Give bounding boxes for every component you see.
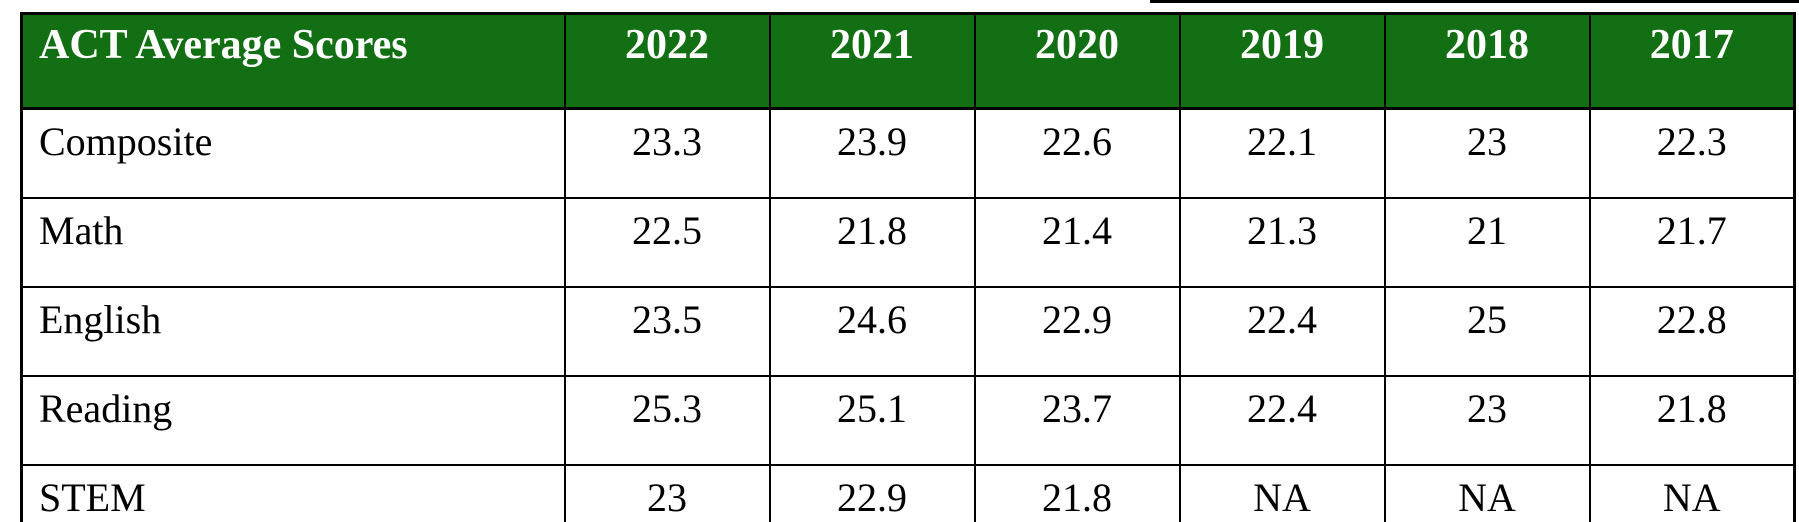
cell-english-2018: 25: [1383, 286, 1591, 377]
cell-stem-2022: 23: [563, 464, 771, 522]
cell-english-2020: 22.9: [973, 286, 1181, 377]
cell-stem-2021: 22.9: [768, 464, 976, 522]
cell-math-2018: 21: [1383, 197, 1591, 288]
cell-math-2020: 21.4: [973, 197, 1181, 288]
top-edge-artifact-line: [1150, 0, 1799, 3]
cell-stem-2019: NA: [1178, 464, 1386, 522]
year-header-2019: 2019: [1178, 12, 1386, 110]
cell-math-2021: 21.8: [768, 197, 976, 288]
cell-stem-2020: 21.8: [973, 464, 1181, 522]
year-header-2017: 2017: [1588, 12, 1796, 110]
table-row-composite: Composite 23.3 23.9 22.6 22.1 23 22.3: [20, 107, 1796, 199]
year-header-2018: 2018: [1383, 12, 1591, 110]
row-label-stem: STEM: [20, 464, 566, 522]
cell-stem-2017: NA: [1588, 464, 1796, 522]
cell-reading-2021: 25.1: [768, 375, 976, 466]
table-title-cell: ACT Average Scores: [20, 12, 566, 110]
table-row-english: English 23.5 24.6 22.9 22.4 25 22.8: [20, 286, 1796, 377]
year-header-2022: 2022: [563, 12, 771, 110]
year-header-2020: 2020: [973, 12, 1181, 110]
table-row-stem: STEM 23 22.9 21.8 NA NA NA: [20, 464, 1796, 522]
cell-reading-2022: 25.3: [563, 375, 771, 466]
cell-reading-2018: 23: [1383, 375, 1591, 466]
row-label-english: English: [20, 286, 566, 377]
table-row-math: Math 22.5 21.8 21.4 21.3 21 21.7: [20, 197, 1796, 288]
cell-english-2017: 22.8: [1588, 286, 1796, 377]
cell-english-2019: 22.4: [1178, 286, 1386, 377]
row-label-math: Math: [20, 197, 566, 288]
cell-reading-2019: 22.4: [1178, 375, 1386, 466]
cell-math-2019: 21.3: [1178, 197, 1386, 288]
row-label-composite: Composite: [20, 107, 566, 199]
cell-composite-2021: 23.9: [768, 107, 976, 199]
year-header-2021: 2021: [768, 12, 976, 110]
cell-english-2021: 24.6: [768, 286, 976, 377]
cell-math-2017: 21.7: [1588, 197, 1796, 288]
row-label-reading: Reading: [20, 375, 566, 466]
cell-composite-2018: 23: [1383, 107, 1591, 199]
cell-composite-2017: 22.3: [1588, 107, 1796, 199]
act-average-scores-table: ACT Average Scores 2022 2021 2020 2019 2…: [20, 12, 1796, 522]
table-header-row: ACT Average Scores 2022 2021 2020 2019 2…: [20, 12, 1796, 110]
cell-stem-2018: NA: [1383, 464, 1591, 522]
cell-composite-2019: 22.1: [1178, 107, 1386, 199]
cell-composite-2022: 23.3: [563, 107, 771, 199]
cell-reading-2017: 21.8: [1588, 375, 1796, 466]
cell-math-2022: 22.5: [563, 197, 771, 288]
cell-composite-2020: 22.6: [973, 107, 1181, 199]
cell-reading-2020: 23.7: [973, 375, 1181, 466]
cell-english-2022: 23.5: [563, 286, 771, 377]
table-row-reading: Reading 25.3 25.1 23.7 22.4 23 21.8: [20, 375, 1796, 466]
